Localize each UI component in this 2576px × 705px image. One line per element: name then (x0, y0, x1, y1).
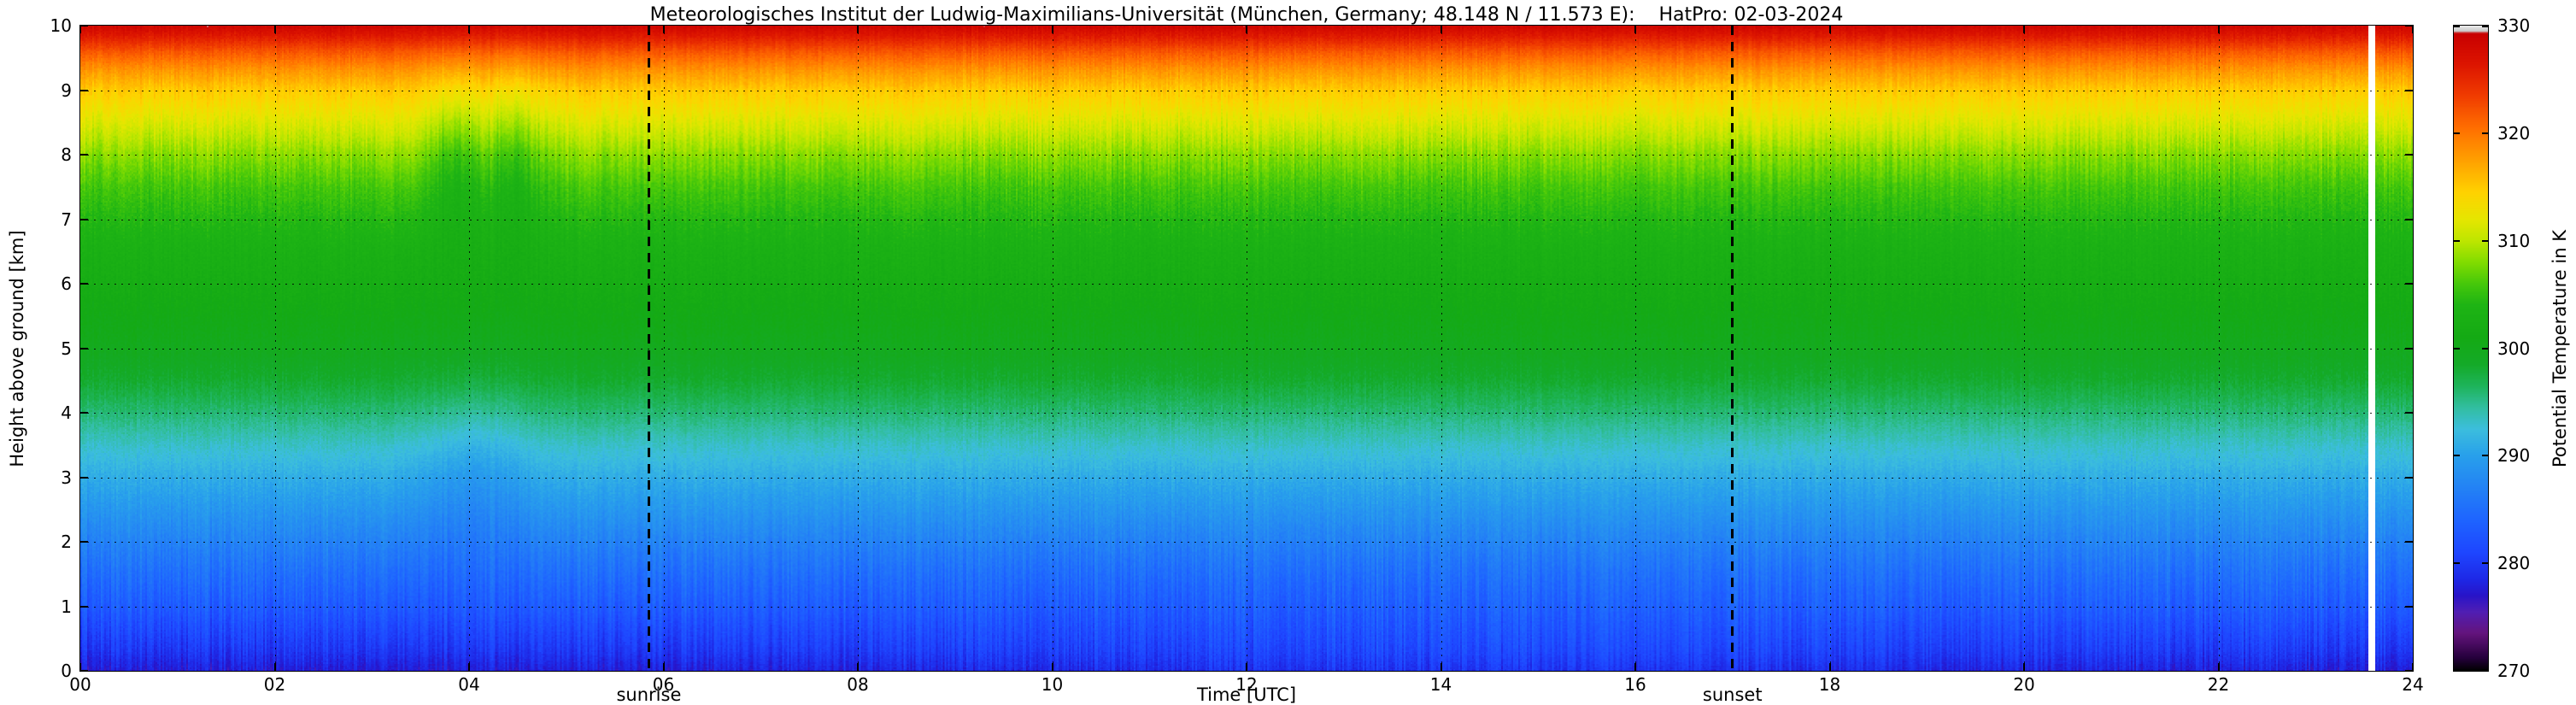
x-axis-label: Time [UTC] (1196, 684, 1297, 705)
y-tick-label: 1 (61, 596, 72, 617)
y-tick-mark (2405, 670, 2413, 672)
colorbar-tick-mark (2454, 562, 2460, 565)
colorbar-tick-mark (2454, 132, 2460, 134)
colorbar-tick-label: 270 (2497, 661, 2531, 681)
y-tick-mark (80, 670, 88, 672)
colorbar-tick-label: 320 (2497, 122, 2531, 144)
colorbar-tick-mark (2482, 455, 2488, 457)
y-tick-mark (80, 25, 88, 26)
grid-line-horizontal (80, 348, 2413, 350)
grid-line-horizontal (80, 413, 2413, 414)
sunset-line (1731, 26, 1734, 671)
sunrise-label: sunrise (616, 684, 682, 705)
colorbar-tick-mark (2482, 347, 2488, 350)
grid-line-horizontal (80, 542, 2413, 543)
y-tick-label: 3 (61, 467, 72, 488)
x-tick-label: 04 (458, 674, 480, 695)
y-tick-label: 5 (61, 338, 72, 359)
colorbar-tick-mark (2482, 26, 2488, 27)
x-tick-label: 02 (263, 674, 286, 695)
x-tick-label: 06 (652, 674, 675, 695)
y-tick-mark (2405, 25, 2413, 26)
colorbar-tick-label: 310 (2497, 230, 2531, 251)
colorbar-tick-mark (2482, 239, 2488, 242)
y-tick-label: 2 (61, 532, 72, 552)
colorbar-tick-mark (2454, 26, 2460, 27)
colorbar-tick-label: 290 (2497, 445, 2531, 467)
sunset-label: sunset (1702, 684, 1763, 705)
y-tick-label: 9 (61, 79, 72, 101)
colorbar-tick-mark (2454, 669, 2460, 671)
x-tick-label: 18 (1818, 674, 1841, 695)
y-tick-label: 4 (61, 402, 72, 423)
y-tick-label: 6 (61, 273, 72, 294)
x-tick-label: 20 (2013, 674, 2035, 695)
grid-line-horizontal (80, 155, 2413, 156)
colorbar-tick-label: 300 (2497, 338, 2531, 359)
x-tick-label: 16 (1624, 674, 1646, 695)
plot-title: Meteorologisches Institut der Ludwig-Max… (649, 4, 1844, 26)
y-tick-label: 0 (61, 661, 72, 681)
colorbar-tick-mark (2454, 455, 2460, 457)
x-tick-label: 14 (1429, 674, 1452, 695)
colorbar-tick-label: 330 (2497, 15, 2531, 36)
grid-line-horizontal (80, 477, 2413, 479)
sunrise-line (647, 26, 650, 671)
colorbar-tick-mark (2482, 669, 2488, 671)
x-tick-label: 12 (1235, 674, 1258, 695)
x-tick-label: 22 (2207, 674, 2230, 695)
y-tick-label: 8 (61, 144, 72, 165)
x-tick-mark (79, 663, 81, 671)
x-tick-mark (2412, 663, 2414, 671)
x-tick-mark (79, 26, 81, 33)
colorbar-tick-label: 280 (2497, 553, 2531, 574)
grid-line-horizontal (80, 284, 2413, 285)
x-tick-mark (2412, 26, 2414, 33)
plot-area (79, 25, 2414, 672)
colorbar-tick-mark (2454, 347, 2460, 350)
colorbar-tick-mark (2454, 239, 2460, 242)
colorbar-label: Potential Temperature in K (2550, 230, 2570, 467)
x-tick-label: 10 (1041, 674, 1064, 695)
colorbar-tick-mark (2482, 562, 2488, 565)
x-tick-label: 24 (2402, 674, 2424, 695)
colorbar-tick-mark (2482, 132, 2488, 134)
x-tick-label: 08 (847, 674, 869, 695)
y-tick-label: 7 (61, 209, 72, 230)
x-tick-label: 00 (69, 674, 91, 695)
y-tick-label: 10 (50, 15, 72, 36)
colorbar (2453, 25, 2489, 672)
grid-line-horizontal (80, 606, 2413, 608)
